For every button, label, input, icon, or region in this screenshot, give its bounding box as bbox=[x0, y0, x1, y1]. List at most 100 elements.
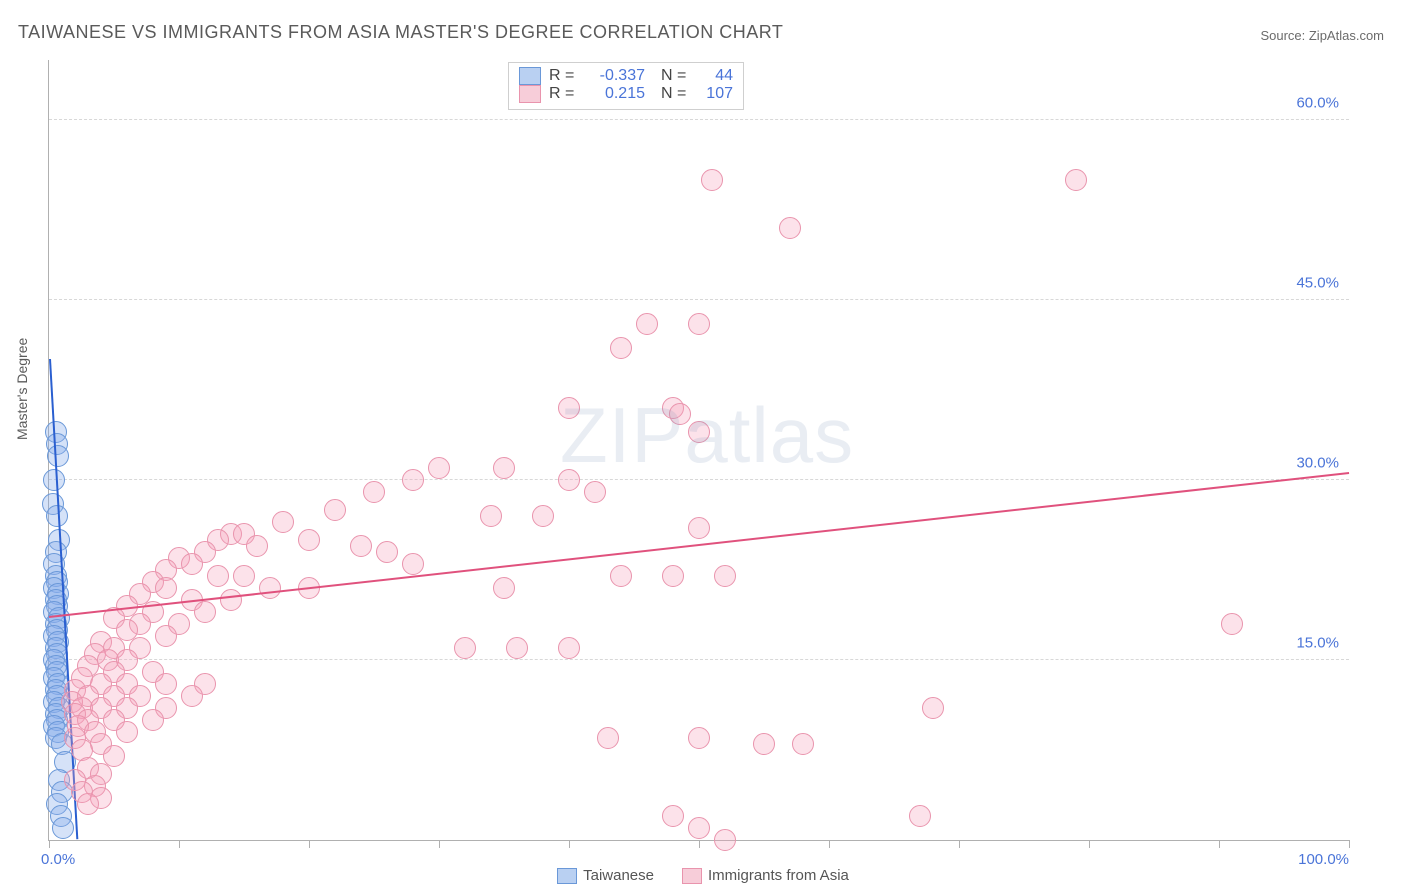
data-point-immigrants bbox=[779, 217, 801, 239]
legend-swatch bbox=[519, 67, 541, 85]
data-point-immigrants bbox=[233, 565, 255, 587]
data-point-immigrants bbox=[714, 565, 736, 587]
data-point-immigrants bbox=[662, 805, 684, 827]
data-point-immigrants bbox=[532, 505, 554, 527]
chart-title: TAIWANESE VS IMMIGRANTS FROM ASIA MASTER… bbox=[18, 22, 783, 43]
source-label: Source: ZipAtlas.com bbox=[1260, 28, 1384, 43]
data-point-immigrants bbox=[155, 625, 177, 647]
x-tick bbox=[439, 840, 440, 848]
x-tick-label: 100.0% bbox=[1298, 851, 1349, 868]
data-point-immigrants bbox=[259, 577, 281, 599]
x-tick bbox=[1219, 840, 1220, 848]
data-point-immigrants bbox=[454, 637, 476, 659]
series-legend-item-immigrants: Immigrants from Asia bbox=[682, 867, 849, 884]
legend-R-label: R = bbox=[549, 67, 577, 85]
legend-row-taiwanese: R = -0.337 N = 44 bbox=[519, 67, 733, 85]
data-point-immigrants bbox=[155, 673, 177, 695]
data-point-taiwanese bbox=[43, 469, 65, 491]
data-point-immigrants bbox=[714, 829, 736, 851]
y-axis-label: Master's Degree bbox=[14, 338, 30, 440]
x-tick-label: 0.0% bbox=[41, 851, 75, 868]
data-point-immigrants bbox=[402, 469, 424, 491]
series-label: Immigrants from Asia bbox=[708, 867, 849, 884]
data-point-immigrants bbox=[662, 565, 684, 587]
data-point-immigrants bbox=[493, 577, 515, 599]
data-point-taiwanese bbox=[47, 445, 69, 467]
data-point-immigrants bbox=[155, 577, 177, 599]
legend-row-immigrants: R = 0.215 N = 107 bbox=[519, 85, 733, 103]
x-tick bbox=[179, 840, 180, 848]
data-point-immigrants bbox=[181, 685, 203, 707]
data-point-immigrants bbox=[1221, 613, 1243, 635]
legend-swatch bbox=[519, 85, 541, 103]
data-point-immigrants bbox=[688, 727, 710, 749]
data-point-immigrants bbox=[246, 535, 268, 557]
data-point-immigrants bbox=[584, 481, 606, 503]
data-point-immigrants bbox=[610, 565, 632, 587]
data-point-immigrants bbox=[298, 529, 320, 551]
legend-R-value: -0.337 bbox=[585, 67, 645, 85]
y-tick-label: 15.0% bbox=[1296, 635, 1339, 652]
y-tick-label: 60.0% bbox=[1296, 95, 1339, 112]
data-point-immigrants bbox=[428, 457, 450, 479]
x-tick bbox=[699, 840, 700, 848]
x-tick bbox=[829, 840, 830, 848]
x-tick bbox=[49, 840, 50, 848]
data-point-immigrants bbox=[636, 313, 658, 335]
data-point-immigrants bbox=[688, 517, 710, 539]
gridline bbox=[49, 119, 1349, 120]
y-tick-label: 45.0% bbox=[1296, 275, 1339, 292]
y-tick-label: 30.0% bbox=[1296, 455, 1339, 472]
data-point-immigrants bbox=[701, 169, 723, 191]
data-point-immigrants bbox=[558, 637, 580, 659]
legend-N-label: N = bbox=[661, 85, 689, 103]
data-point-immigrants bbox=[688, 817, 710, 839]
x-tick bbox=[309, 840, 310, 848]
data-point-immigrants bbox=[792, 733, 814, 755]
data-point-immigrants bbox=[207, 565, 229, 587]
trendline-immigrants bbox=[49, 472, 1349, 618]
data-point-immigrants bbox=[753, 733, 775, 755]
data-point-immigrants bbox=[493, 457, 515, 479]
data-point-immigrants bbox=[688, 313, 710, 335]
data-point-immigrants bbox=[324, 499, 346, 521]
data-point-immigrants bbox=[558, 469, 580, 491]
scatter-plot: 15.0%30.0%45.0%60.0%0.0%100.0% bbox=[48, 60, 1349, 841]
data-point-immigrants bbox=[909, 805, 931, 827]
data-point-immigrants bbox=[480, 505, 502, 527]
series-legend: Taiwanese Immigrants from Asia bbox=[0, 867, 1406, 884]
x-tick bbox=[1349, 840, 1350, 848]
data-point-immigrants bbox=[610, 337, 632, 359]
legend-R-value: 0.215 bbox=[585, 85, 645, 103]
legend-N-label: N = bbox=[661, 67, 689, 85]
data-point-immigrants bbox=[922, 697, 944, 719]
data-point-immigrants bbox=[142, 709, 164, 731]
legend-R-label: R = bbox=[549, 85, 577, 103]
data-point-taiwanese bbox=[52, 817, 74, 839]
x-tick bbox=[1089, 840, 1090, 848]
gridline bbox=[49, 659, 1349, 660]
data-point-immigrants bbox=[1065, 169, 1087, 191]
data-point-immigrants bbox=[506, 637, 528, 659]
data-point-immigrants bbox=[669, 403, 691, 425]
x-tick bbox=[959, 840, 960, 848]
data-point-immigrants bbox=[402, 553, 424, 575]
data-point-immigrants bbox=[363, 481, 385, 503]
data-point-immigrants bbox=[181, 553, 203, 575]
correlation-legend: R = -0.337 N = 44 R = 0.215 N = 107 bbox=[508, 62, 744, 110]
legend-N-value: 44 bbox=[697, 67, 733, 85]
data-point-immigrants bbox=[77, 793, 99, 815]
data-point-immigrants bbox=[558, 397, 580, 419]
legend-N-value: 107 bbox=[697, 85, 733, 103]
series-legend-item-taiwanese: Taiwanese bbox=[557, 867, 654, 884]
data-point-immigrants bbox=[194, 601, 216, 623]
data-point-immigrants bbox=[220, 589, 242, 611]
gridline bbox=[49, 479, 1349, 480]
data-point-immigrants bbox=[597, 727, 619, 749]
series-label: Taiwanese bbox=[583, 867, 654, 884]
data-point-immigrants bbox=[116, 721, 138, 743]
data-point-immigrants bbox=[350, 535, 372, 557]
data-point-immigrants bbox=[376, 541, 398, 563]
data-point-immigrants bbox=[272, 511, 294, 533]
data-point-immigrants bbox=[688, 421, 710, 443]
